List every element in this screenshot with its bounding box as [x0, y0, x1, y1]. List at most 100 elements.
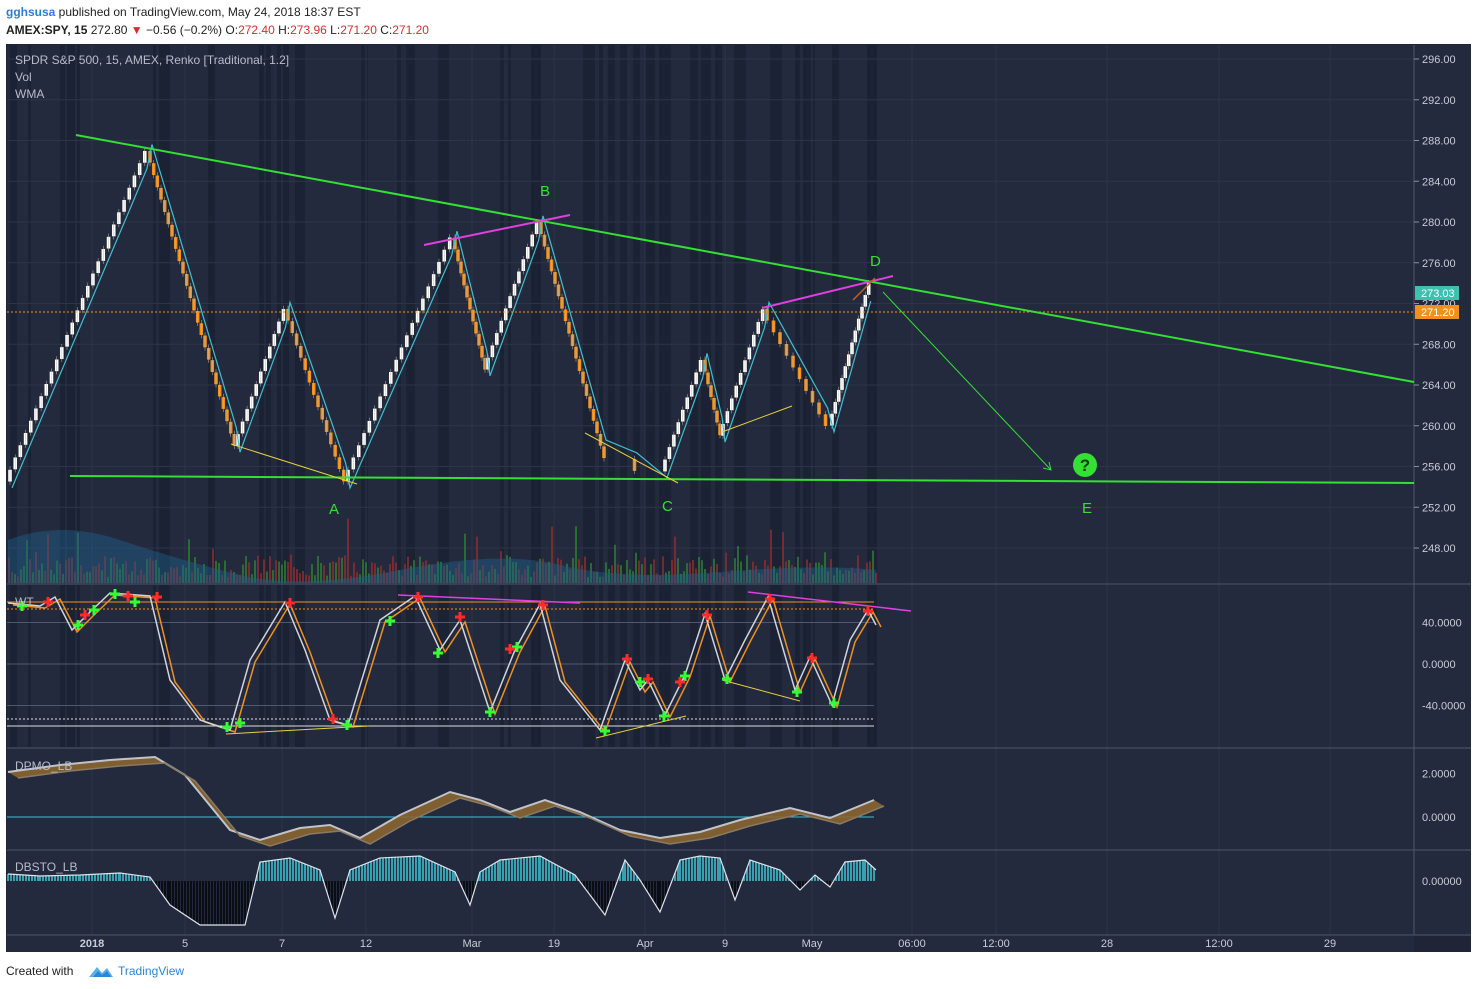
- dpmo-axis-label: 0.0000: [1422, 812, 1456, 824]
- volume-bar: [590, 563, 592, 583]
- volume-bar: [542, 558, 544, 583]
- session-band: [77, 585, 80, 747]
- volume-bar: [380, 565, 382, 583]
- volume-bar: [275, 560, 277, 583]
- volume-bar: [227, 576, 229, 583]
- volume-bar: [479, 570, 481, 583]
- session-band: [406, 585, 415, 747]
- session-band: [208, 45, 215, 583]
- session-band: [645, 585, 655, 747]
- chart-canvas[interactable]: 296.00 292.00 288.00 284.00 280.00 276.00 272.…: [0, 0, 1477, 956]
- volume-bar: [785, 561, 787, 583]
- volume-bar: [425, 560, 427, 583]
- wt-oscillator: [7, 589, 912, 739]
- volume-bar: [653, 559, 655, 583]
- volume-bar: [122, 563, 124, 583]
- session-band: [361, 45, 368, 583]
- volume-bar: [467, 576, 469, 583]
- volume-bar: [821, 565, 823, 583]
- session-band: [659, 585, 671, 747]
- volume-bar: [797, 556, 799, 583]
- price-axis-label: 248.00: [1422, 543, 1456, 555]
- wt-divergence-a: [225, 725, 370, 735]
- volume-bar: [530, 576, 532, 583]
- volume-bar: [677, 558, 679, 583]
- session-band: [295, 45, 305, 583]
- mid-support-line: [721, 405, 793, 433]
- volume-bar: [539, 558, 541, 583]
- publish-text: published on TradingView.com, May 24, 20…: [55, 5, 361, 19]
- wave-label-e[interactable]: E: [1082, 500, 1092, 517]
- volume-bar: [56, 560, 58, 583]
- volume-bar: [41, 563, 43, 583]
- d-small-line: [852, 277, 876, 301]
- session-band: [28, 45, 31, 583]
- wave-label-c[interactable]: C: [662, 498, 673, 515]
- volume-bar: [809, 562, 811, 583]
- time-axis-label: Apr: [636, 938, 653, 950]
- dbsto-axis-label: 0.00000: [1422, 876, 1462, 888]
- volume-bar: [8, 557, 10, 583]
- volume-bar: [734, 558, 736, 583]
- volume-bar: [74, 571, 76, 583]
- drawing-tools[interactable]: [69, 134, 1415, 485]
- volume-bar: [383, 570, 385, 583]
- price-scale[interactable]: [1415, 45, 1471, 935]
- volume-bar: [767, 565, 769, 583]
- volume-bar: [524, 569, 526, 583]
- dpmo-ribbon: [8, 757, 884, 846]
- time-scale[interactable]: [7, 936, 1414, 952]
- wt-axis-label: 40.0000: [1422, 618, 1462, 630]
- session-band: [438, 45, 449, 583]
- volume-bar: [437, 561, 439, 583]
- volume-bar: [668, 570, 670, 583]
- session-band: [259, 45, 264, 583]
- volume-bar: [788, 560, 790, 583]
- projection-arrow: [882, 291, 1052, 471]
- author-link[interactable]: gghsusa: [6, 5, 56, 19]
- volume-bar: [488, 571, 490, 583]
- session-band: [645, 45, 655, 583]
- session-band: [832, 585, 839, 747]
- volume-bar: [632, 571, 634, 583]
- volume-bar: [194, 557, 196, 583]
- volume-bar: [743, 571, 745, 583]
- wma-polyline: [11, 144, 872, 490]
- wave-label-b[interactable]: B: [540, 183, 550, 200]
- volume-bar: [269, 556, 271, 583]
- volume-bar: [863, 570, 865, 583]
- session-shading: [10, 45, 877, 747]
- volume-bar: [80, 565, 82, 583]
- volume-bar: [326, 575, 328, 583]
- volume-bar: [62, 573, 64, 583]
- volume-bar: [125, 561, 127, 583]
- session-band: [620, 45, 627, 583]
- tradingview-link[interactable]: TradingView: [118, 964, 185, 978]
- volume-bar: [752, 561, 754, 583]
- price-axis-label: 280.00: [1422, 217, 1456, 229]
- time-axis-label: May: [802, 938, 823, 950]
- volume-bar: [95, 566, 97, 583]
- volume-bar: [692, 559, 694, 583]
- last-price-text: 271.20: [1421, 307, 1455, 319]
- volume-bar: [518, 569, 520, 583]
- wave-label-a[interactable]: A: [329, 501, 339, 518]
- volume-bar: [731, 570, 733, 583]
- session-band: [159, 45, 170, 583]
- c-support-line: [584, 432, 679, 484]
- volume-bar: [305, 574, 307, 583]
- volume-bar: [251, 574, 253, 583]
- question-icon[interactable]: [1073, 453, 1097, 477]
- dpmo-oscillator: [7, 755, 885, 847]
- tradingview-logo-icon[interactable]: [88, 963, 114, 979]
- volume-bar: [854, 572, 856, 583]
- volume-bar: [719, 573, 721, 583]
- session-band: [608, 585, 615, 747]
- volume-bar: [92, 566, 94, 583]
- time-axis-label: 29: [1324, 938, 1336, 950]
- volume-bar: [722, 576, 724, 583]
- volume-bar: [71, 557, 73, 583]
- session-band: [832, 45, 839, 583]
- wave-label-d[interactable]: D: [870, 253, 881, 270]
- volume-bar: [50, 569, 52, 583]
